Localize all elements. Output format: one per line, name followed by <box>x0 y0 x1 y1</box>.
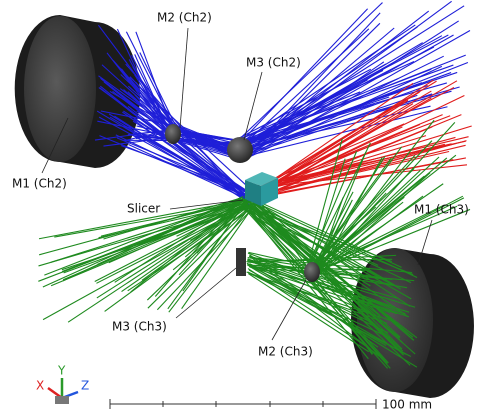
mirror-m2-ch2 <box>165 124 181 144</box>
component-label: M3 (Ch3) <box>112 320 167 334</box>
scale-label: 100 mm <box>382 398 432 412</box>
component-label: Slicer <box>127 202 160 216</box>
scale-bar <box>110 399 376 409</box>
mirror-m3-ch3 <box>236 248 246 276</box>
axis-triad <box>48 378 78 404</box>
axis-label: Z <box>81 379 89 393</box>
mirror-m3-ch2 <box>227 137 253 163</box>
component-label: M1 (Ch3) <box>414 203 469 217</box>
axis-label: X <box>36 379 44 393</box>
ray-trace-diagram: M2 (Ch2) M3 (Ch2) M1 (Ch2) Slicer M1 (Ch… <box>0 0 479 414</box>
component-label: M2 (Ch3) <box>258 345 313 359</box>
component-label: M3 (Ch2) <box>246 56 301 70</box>
component-label: M2 (Ch2) <box>157 11 212 25</box>
axis-label: Y <box>57 364 66 378</box>
slicer <box>245 172 278 206</box>
ray <box>237 35 454 157</box>
mirror-m2-ch3 <box>304 262 320 282</box>
component-label: M1 (Ch2) <box>12 177 67 191</box>
ray <box>240 9 367 143</box>
